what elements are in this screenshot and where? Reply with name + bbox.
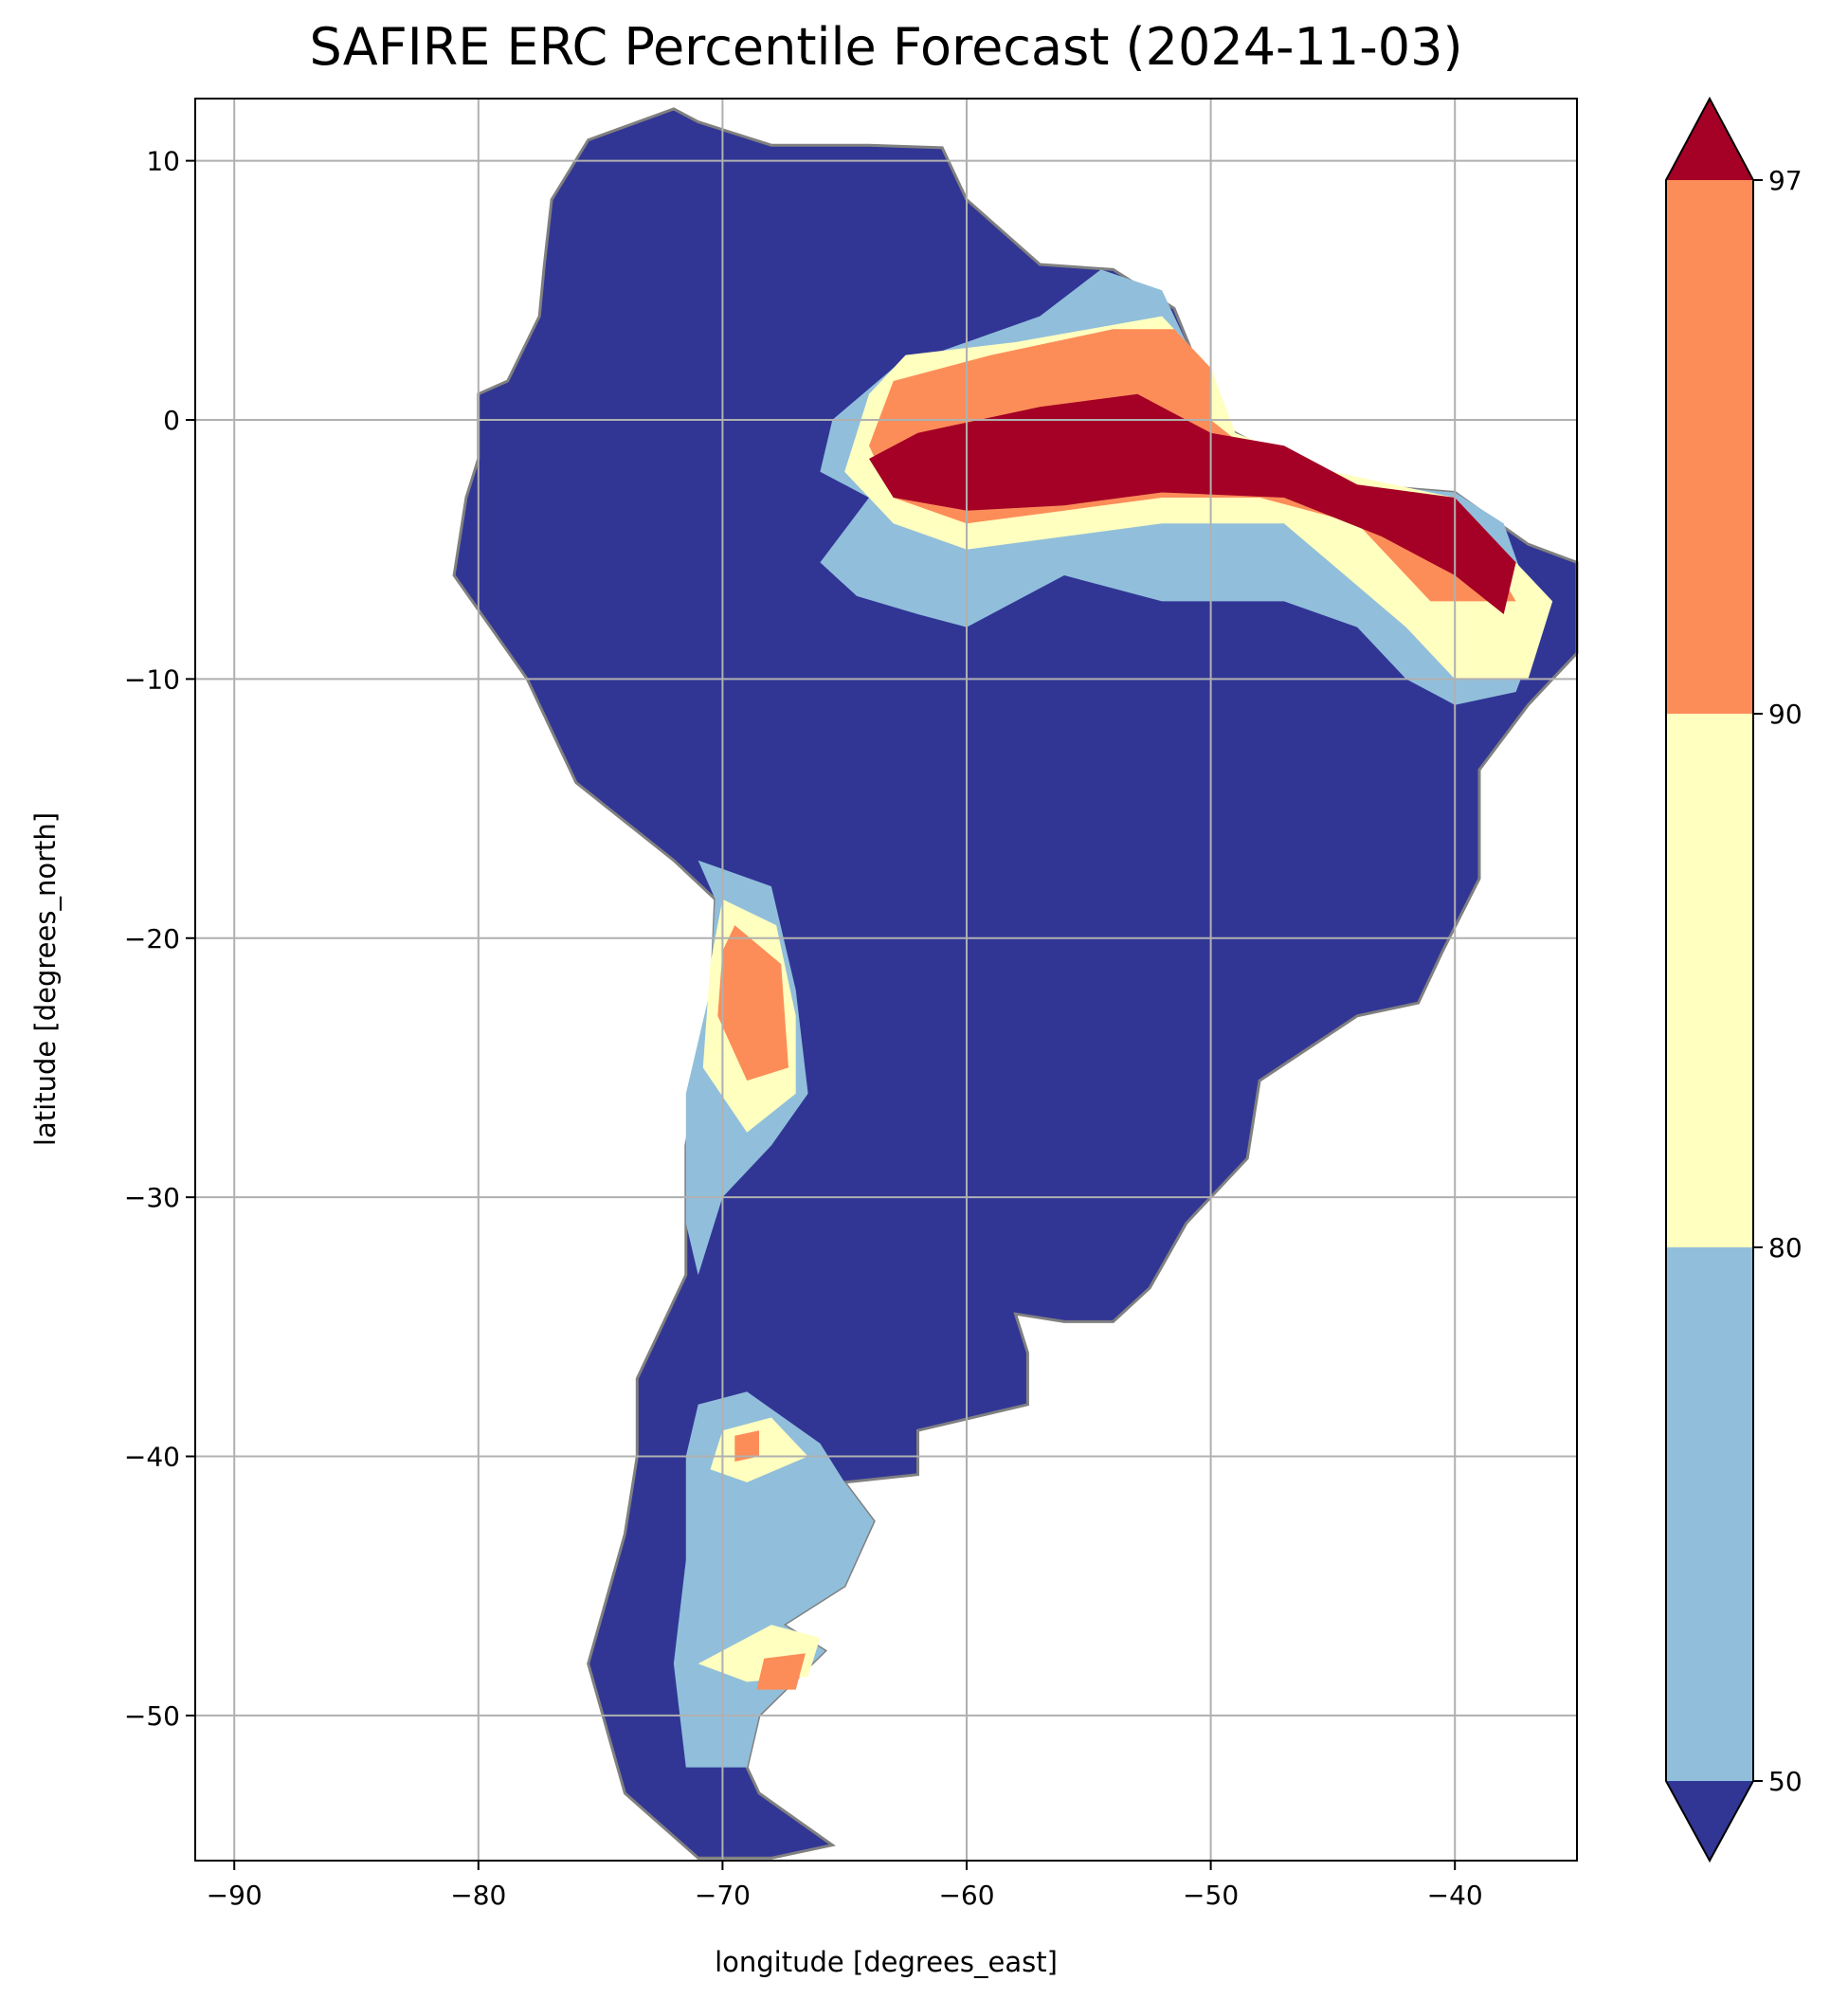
- colorbar-extend-over: [1666, 99, 1753, 180]
- x-tick-label: −70: [695, 1880, 751, 1911]
- colorbar-tick-label: 90: [1768, 699, 1803, 730]
- patagonia-region: [673, 1391, 875, 1768]
- y-tick-label: −30: [124, 1182, 180, 1213]
- colorbar-tick-label: 80: [1768, 1232, 1803, 1263]
- chart-title: SAFIRE ERC Percentile Forecast (2024-11-…: [309, 17, 1463, 77]
- map-regions: [452, 107, 1579, 1860]
- colorbar-extend-under: [1666, 1781, 1753, 1861]
- y-axis-label: latitude [degrees_north]: [29, 812, 62, 1146]
- colorbar: 50 80 90 97: [1665, 96, 1803, 1863]
- patagonia-region: [710, 1417, 808, 1482]
- y-tick-label: 0: [163, 405, 180, 436]
- colorbar-tick-label: 97: [1768, 165, 1803, 196]
- y-ticks: 10 0 −10 −20 −30 −40 −50: [124, 146, 195, 1732]
- colorbar-segment: [1666, 1247, 1753, 1781]
- x-ticks: −90 −80 −70 −60 −50 −40: [207, 1861, 1483, 1911]
- x-tick-label: −50: [1183, 1880, 1239, 1911]
- colorbar-tick-label: 50: [1768, 1766, 1803, 1797]
- y-tick-label: −20: [124, 923, 180, 954]
- colorbar-segment: [1666, 180, 1753, 714]
- plot-frame: [194, 98, 1578, 1862]
- colorbar-segment: [1666, 714, 1753, 1247]
- andes-strip-region: [717, 925, 788, 1081]
- y-tick-label: −40: [124, 1442, 180, 1473]
- gridlines: [195, 99, 1577, 1861]
- patagonia-region: [756, 1653, 806, 1690]
- amazon-band-region: [869, 393, 1516, 614]
- x-tick-label: −40: [1427, 1880, 1483, 1911]
- y-tick-label: −10: [124, 663, 180, 695]
- patagonia-region: [734, 1430, 759, 1462]
- x-axis-label: longitude [degrees_east]: [715, 1946, 1058, 1978]
- y-tick-label: 10: [146, 146, 180, 177]
- x-tick-label: −90: [207, 1880, 263, 1911]
- x-tick-label: −80: [450, 1880, 506, 1911]
- x-tick-label: −60: [938, 1880, 994, 1911]
- y-tick-label: −50: [124, 1700, 180, 1732]
